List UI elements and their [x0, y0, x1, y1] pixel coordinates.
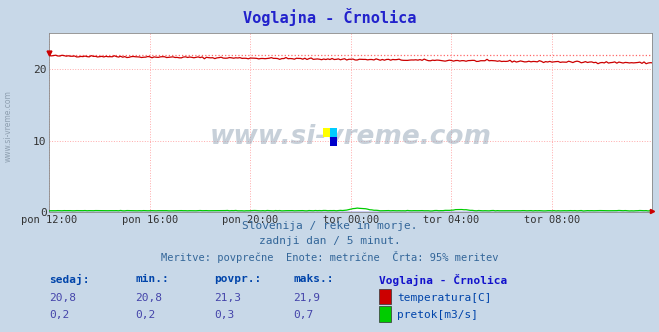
Text: 21,9: 21,9: [293, 293, 320, 303]
Text: zadnji dan / 5 minut.: zadnji dan / 5 minut.: [258, 236, 401, 246]
Text: www.si-vreme.com: www.si-vreme.com: [3, 90, 13, 162]
Text: 0,7: 0,7: [293, 310, 314, 320]
Text: sedaj:: sedaj:: [49, 274, 90, 285]
Text: pretok[m3/s]: pretok[m3/s]: [397, 310, 478, 320]
Text: 0,2: 0,2: [49, 310, 70, 320]
Text: min.:: min.:: [135, 274, 169, 284]
Text: povpr.:: povpr.:: [214, 274, 262, 284]
Text: 21,3: 21,3: [214, 293, 241, 303]
Text: maks.:: maks.:: [293, 274, 333, 284]
Text: www.si-vreme.com: www.si-vreme.com: [210, 124, 492, 150]
Text: Voglajna - Črnolica: Voglajna - Črnolica: [243, 8, 416, 26]
Text: temperatura[C]: temperatura[C]: [397, 293, 492, 303]
Text: 0,2: 0,2: [135, 310, 156, 320]
Text: 20,8: 20,8: [49, 293, 76, 303]
Text: Slovenija / reke in morje.: Slovenija / reke in morje.: [242, 221, 417, 231]
Text: 20,8: 20,8: [135, 293, 162, 303]
Text: 0,3: 0,3: [214, 310, 235, 320]
Text: Meritve: povprečne  Enote: metrične  Črta: 95% meritev: Meritve: povprečne Enote: metrične Črta:…: [161, 251, 498, 263]
Text: Voglajna - Črnolica: Voglajna - Črnolica: [379, 274, 507, 286]
